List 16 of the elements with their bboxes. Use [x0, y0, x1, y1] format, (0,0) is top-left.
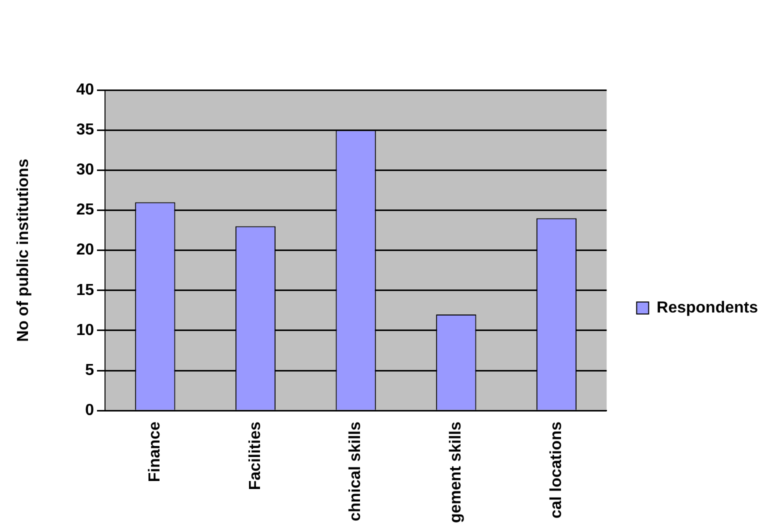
- y-tick-label: 35: [76, 121, 94, 138]
- y-tick-label: 15: [76, 282, 94, 299]
- y-tick-label: 5: [85, 362, 94, 379]
- y-tick-label: 0: [85, 402, 94, 420]
- y-axis-title: No of public institutions: [15, 158, 32, 342]
- legend-label: Respondents: [656, 299, 758, 316]
- y-tick-label: 10: [76, 322, 94, 339]
- x-tick-label: gement skills: [448, 422, 465, 523]
- x-tick-label: cal locations: [548, 422, 565, 519]
- x-tick-label: Facilities: [246, 422, 264, 490]
- y-tick-label: 25: [76, 202, 94, 219]
- y-tick-label: 40: [76, 81, 94, 98]
- y-tick-label: 30: [76, 162, 94, 179]
- x-tick-label: chnical skills: [347, 422, 364, 522]
- y-tick-label: 20: [76, 242, 94, 259]
- x-tick-label: Finance: [146, 422, 164, 482]
